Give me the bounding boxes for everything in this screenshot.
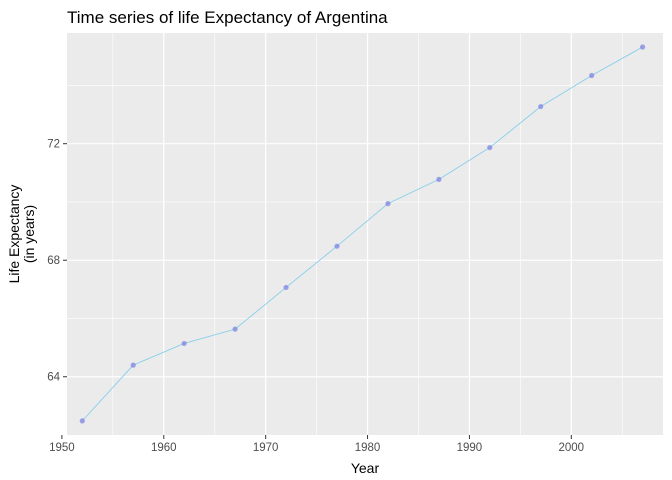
plot-panel: [67, 33, 663, 435]
y-tick-label: 64: [47, 372, 60, 384]
grid-minor: [67, 33, 663, 435]
axes: 1950 1960 1970 1980 1990 2000 64 68 72: [47, 139, 584, 454]
data-point: [334, 243, 340, 249]
data-point: [232, 326, 238, 332]
x-tick-label: 1970: [253, 442, 279, 454]
x-tick-label: 1980: [355, 442, 381, 454]
data-point: [181, 340, 187, 347]
data-point: [283, 284, 289, 291]
chart-title: Time series of life Expectancy of Argent…: [67, 8, 388, 27]
y-axis-title-line-1: Life Expectancy: [6, 185, 22, 284]
data-point: [487, 144, 493, 151]
grid-major: [61, 33, 663, 435]
x-tick-label: 2000: [559, 442, 585, 454]
y-tick-label: 72: [47, 139, 60, 151]
x-tick-label: 1990: [457, 442, 483, 454]
y-tick-label: 68: [47, 255, 60, 267]
data-point: [130, 362, 136, 368]
data-point: [436, 176, 442, 183]
data-point: [589, 72, 595, 79]
data-point: [538, 103, 544, 110]
y-axis-title-line-2: (in years): [21, 205, 37, 263]
data-point: [385, 201, 391, 207]
x-tick-label: 1960: [151, 442, 177, 454]
x-axis-title: Year: [351, 460, 380, 476]
series-layer: [79, 44, 646, 424]
x-tick-label: 1950: [49, 442, 75, 454]
data-point: [640, 44, 646, 50]
series-line: [81, 46, 643, 422]
data-point: [79, 418, 85, 424]
